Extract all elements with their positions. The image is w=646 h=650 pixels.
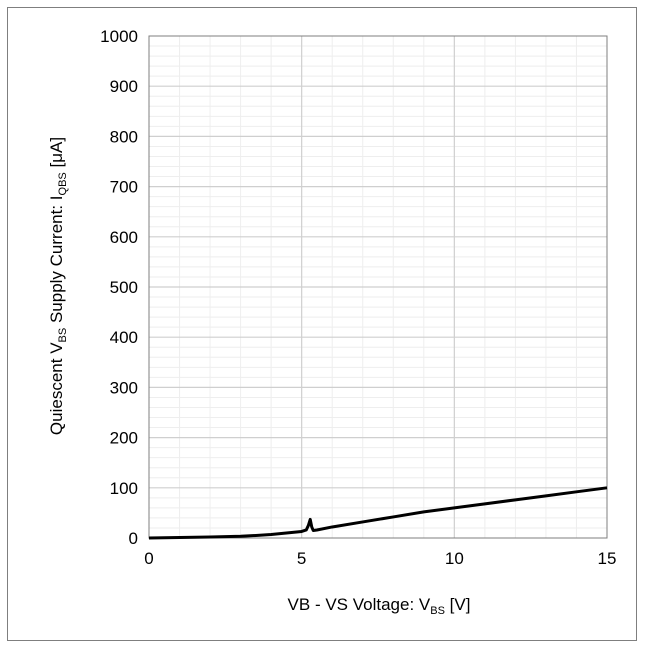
y-tick-label: 500 <box>110 278 138 297</box>
series-group <box>148 486 608 540</box>
y-tick-labels: 0 100 200 300 400 500 600 700 800 900 1000 <box>100 27 138 548</box>
y-tick-label: 100 <box>110 479 138 498</box>
x-tick-labels: 0 5 10 15 <box>144 549 616 568</box>
x-tick-label: 10 <box>445 549 464 568</box>
y-tick-label: 800 <box>110 127 138 146</box>
y-axis-title: Quiescent VBS Supply Current: IQBS [μA] <box>47 137 69 435</box>
y-tick-label: 0 <box>129 529 138 548</box>
y-tick-label: 900 <box>110 77 138 96</box>
x-axis-title: VB - VS Voltage: VBS [V] <box>288 595 471 617</box>
major-gridlines <box>149 36 607 538</box>
y-tick-label: 600 <box>110 228 138 247</box>
y-tick-label: 700 <box>110 178 138 197</box>
y-tick-label: 400 <box>110 328 138 347</box>
chart-frame <box>7 7 637 641</box>
x-tick-label: 5 <box>297 549 306 568</box>
y-tick-label: 1000 <box>100 27 138 46</box>
series-line-1 <box>148 486 608 540</box>
y-tick-label: 200 <box>110 429 138 448</box>
x-tick-label: 0 <box>144 549 153 568</box>
y-tick-label: 300 <box>110 378 138 397</box>
plot-area-border <box>148 35 608 539</box>
x-tick-label: 15 <box>598 549 617 568</box>
